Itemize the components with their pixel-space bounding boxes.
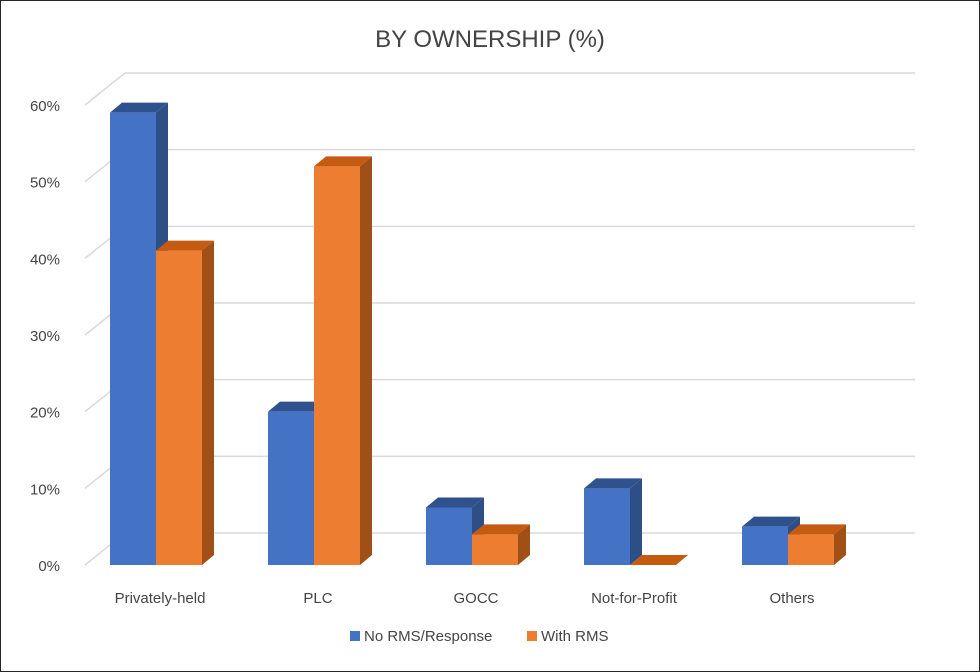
bar <box>584 478 642 565</box>
legend-swatch <box>350 631 360 641</box>
y-tick-label: 10% <box>30 481 60 498</box>
bar-side <box>630 478 642 565</box>
legend-swatch <box>527 631 537 641</box>
gridlines <box>84 72 915 566</box>
bar-top <box>314 156 372 167</box>
x-tick-label: Not-for-Profit <box>591 590 678 607</box>
bar-front <box>584 488 630 565</box>
y-tick-label: 50% <box>30 175 60 192</box>
bar-front <box>314 166 360 566</box>
bar-top <box>472 524 530 535</box>
bar-top <box>584 478 642 489</box>
bar-side <box>518 524 530 565</box>
bar-front <box>742 526 788 565</box>
x-axis: Privately-held PLC GOCC Not-for-Profit Other… <box>115 590 815 607</box>
legend-label: With RMS <box>541 628 609 645</box>
bar <box>472 524 530 565</box>
bar-top <box>110 102 168 113</box>
bar-top <box>156 240 214 251</box>
legend-entry: With RMS <box>527 628 609 645</box>
y-tick-label: 0% <box>38 558 60 575</box>
bar <box>630 555 688 565</box>
bar-front <box>268 411 314 565</box>
bar-top <box>630 555 688 565</box>
chart-title: BY OWNERSHIP (%) <box>375 26 605 53</box>
y-tick-label: 60% <box>30 98 60 115</box>
bar-side <box>834 524 846 565</box>
y-tick-label: 40% <box>30 251 60 268</box>
y-tick-label: 20% <box>30 405 60 422</box>
bar <box>788 524 846 565</box>
bar <box>314 156 372 566</box>
bar-top <box>426 497 484 508</box>
bar-side <box>202 240 214 565</box>
bar-top <box>268 401 326 412</box>
x-tick-label: Others <box>769 590 814 607</box>
bar-top <box>742 516 800 527</box>
y-tick-label: 30% <box>30 328 60 345</box>
x-tick-label: Privately-held <box>115 590 206 607</box>
gridline <box>84 148 915 183</box>
bar-top <box>788 524 846 535</box>
legend-entry: No RMS/Response <box>350 628 492 645</box>
bar-front <box>156 250 202 565</box>
bar-front <box>788 534 834 565</box>
y-axis: 0% 10% 20% 30% 40% 50% 60% <box>30 98 60 575</box>
legend-label: No RMS/Response <box>364 628 492 645</box>
legend: No RMS/Response With RMS <box>350 628 609 645</box>
x-tick-label: PLC <box>303 590 332 607</box>
bar-side <box>360 156 372 566</box>
x-tick-label: GOCC <box>454 590 499 607</box>
bars <box>110 102 846 566</box>
gridline <box>84 72 915 106</box>
bar <box>156 240 214 565</box>
bar-front <box>426 507 472 565</box>
bar-front <box>110 112 156 566</box>
bar-front <box>472 534 518 565</box>
